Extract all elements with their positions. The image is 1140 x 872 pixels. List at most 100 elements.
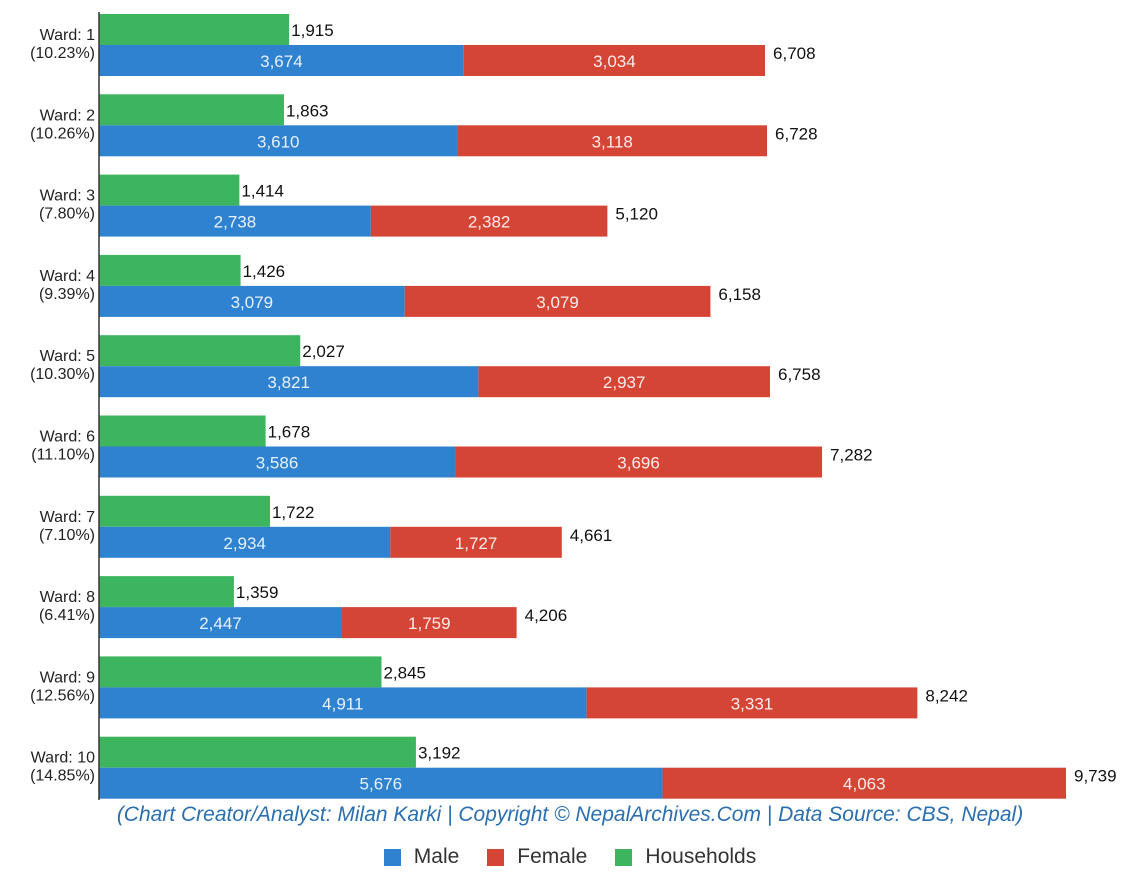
- male-bar: [99, 446, 456, 478]
- households-bar: [99, 174, 240, 206]
- category-label: Ward: 10: [31, 750, 95, 767]
- legend-item-male[interactable]: Male: [383, 845, 460, 869]
- female-bar: [341, 607, 517, 639]
- total-value-label: 4,206: [525, 606, 568, 625]
- chart-credit: (Chart Creator/Analyst: Milan Karki | Co…: [116, 803, 1024, 826]
- male-bar: [99, 45, 464, 76]
- female-value-label: 3,696: [617, 454, 660, 473]
- female-value-label: 3,034: [593, 52, 636, 71]
- households-bar: [99, 576, 234, 608]
- female-value-label: 4,063: [843, 775, 886, 794]
- female-bar: [404, 285, 711, 317]
- households-value-label: 1,426: [243, 262, 286, 281]
- female-value-label: 3,118: [592, 132, 633, 151]
- total-value-label: 4,661: [570, 526, 613, 545]
- households-bar: [99, 656, 382, 688]
- total-value-label: 6,758: [778, 365, 821, 384]
- total-value-label: 6,708: [773, 44, 816, 63]
- male-bar: [99, 205, 371, 237]
- households-bar: [99, 254, 241, 286]
- legend-swatch: [615, 848, 633, 866]
- legend-label: Female: [517, 845, 588, 868]
- female-value-label: 1,759: [408, 614, 451, 633]
- category-label: Ward: 6: [40, 429, 96, 446]
- female-value-label: 3,079: [536, 293, 579, 312]
- category-label: Ward: 1: [40, 27, 96, 44]
- total-value-label: 9,739: [1074, 767, 1117, 786]
- households-bar: [99, 495, 270, 527]
- female-value-label: 3,331: [731, 694, 774, 713]
- category-label: Ward: 7: [40, 509, 96, 526]
- households-bar: [99, 94, 284, 126]
- male-bar: [99, 687, 587, 719]
- female-bar: [370, 205, 608, 237]
- category-share-label: (6.41%): [39, 607, 95, 624]
- category-share-label: (11.10%): [31, 447, 95, 464]
- category-label: Ward: 3: [40, 188, 96, 205]
- total-value-label: 8,242: [925, 686, 968, 705]
- legend-item-female[interactable]: Female: [487, 845, 587, 869]
- households-value-label: 1,359: [236, 583, 279, 602]
- female-bar: [455, 446, 823, 478]
- female-bar: [463, 45, 766, 76]
- male-value-label: 3,610: [257, 132, 300, 151]
- legend-label: Male: [413, 845, 460, 868]
- category-label: Ward: 5: [40, 348, 96, 365]
- households-bar: [99, 14, 290, 45]
- category-share-label: (7.10%): [39, 527, 95, 544]
- category-share-label: (10.30%): [30, 366, 95, 383]
- female-bar: [662, 767, 1066, 799]
- legend-label: Households: [645, 845, 757, 868]
- female-value-label: 2,382: [468, 213, 511, 232]
- female-bar: [478, 366, 771, 398]
- female-value-label: 1,727: [455, 534, 498, 553]
- male-value-label: 5,676: [360, 775, 403, 794]
- households-value-label: 1,722: [272, 503, 315, 522]
- category-label: Ward: 4: [40, 268, 96, 285]
- category-share-label: (9.39%): [39, 286, 95, 303]
- category-share-label: (14.85%): [30, 768, 95, 785]
- households-value-label: 1,915: [291, 21, 334, 40]
- legend-swatch: [383, 848, 401, 866]
- male-value-label: 3,674: [260, 52, 303, 71]
- male-value-label: 4,911: [322, 694, 363, 713]
- female-bar: [586, 687, 918, 719]
- category-label: Ward: 2: [40, 107, 96, 124]
- female-value-label: 2,937: [603, 373, 646, 392]
- male-bar: [99, 285, 405, 317]
- male-bar: [99, 366, 479, 398]
- category-share-label: (7.80%): [39, 206, 95, 223]
- male-value-label: 2,934: [223, 534, 266, 553]
- total-value-label: 7,282: [830, 446, 873, 465]
- total-value-label: 6,158: [718, 285, 761, 304]
- male-value-label: 3,586: [256, 454, 299, 473]
- households-value-label: 1,678: [268, 423, 311, 442]
- female-bar: [390, 526, 562, 558]
- households-value-label: 1,414: [241, 182, 284, 201]
- households-value-label: 3,192: [418, 744, 461, 763]
- households-value-label: 2,027: [302, 342, 345, 361]
- male-value-label: 3,821: [267, 373, 310, 392]
- total-value-label: 5,120: [615, 205, 658, 224]
- households-value-label: 2,845: [383, 663, 426, 682]
- chart-legend: Male Female Households: [0, 845, 1140, 869]
- households-bar: [99, 335, 301, 367]
- male-bar: [99, 767, 663, 799]
- male-bar: [99, 125, 458, 157]
- households-bar: [99, 736, 416, 768]
- bar-chart: Ward: 1(10.23%) 1,915 3,674 3,034 6,708 Ward:…: [30, 12, 1117, 800]
- category-share-label: (10.23%): [30, 45, 95, 62]
- male-value-label: 3,079: [231, 293, 274, 312]
- female-bar: [457, 125, 768, 157]
- total-value-label: 6,728: [775, 124, 818, 143]
- legend-item-households[interactable]: Households: [615, 845, 756, 869]
- category-label: Ward: 9: [40, 669, 96, 686]
- households-value-label: 1,863: [286, 101, 329, 120]
- male-bar: [99, 526, 391, 558]
- households-bar: [99, 415, 266, 447]
- category-share-label: (10.26%): [30, 125, 95, 142]
- male-value-label: 2,447: [199, 614, 242, 633]
- category-share-label: (12.56%): [30, 687, 95, 704]
- legend-swatch: [487, 848, 505, 866]
